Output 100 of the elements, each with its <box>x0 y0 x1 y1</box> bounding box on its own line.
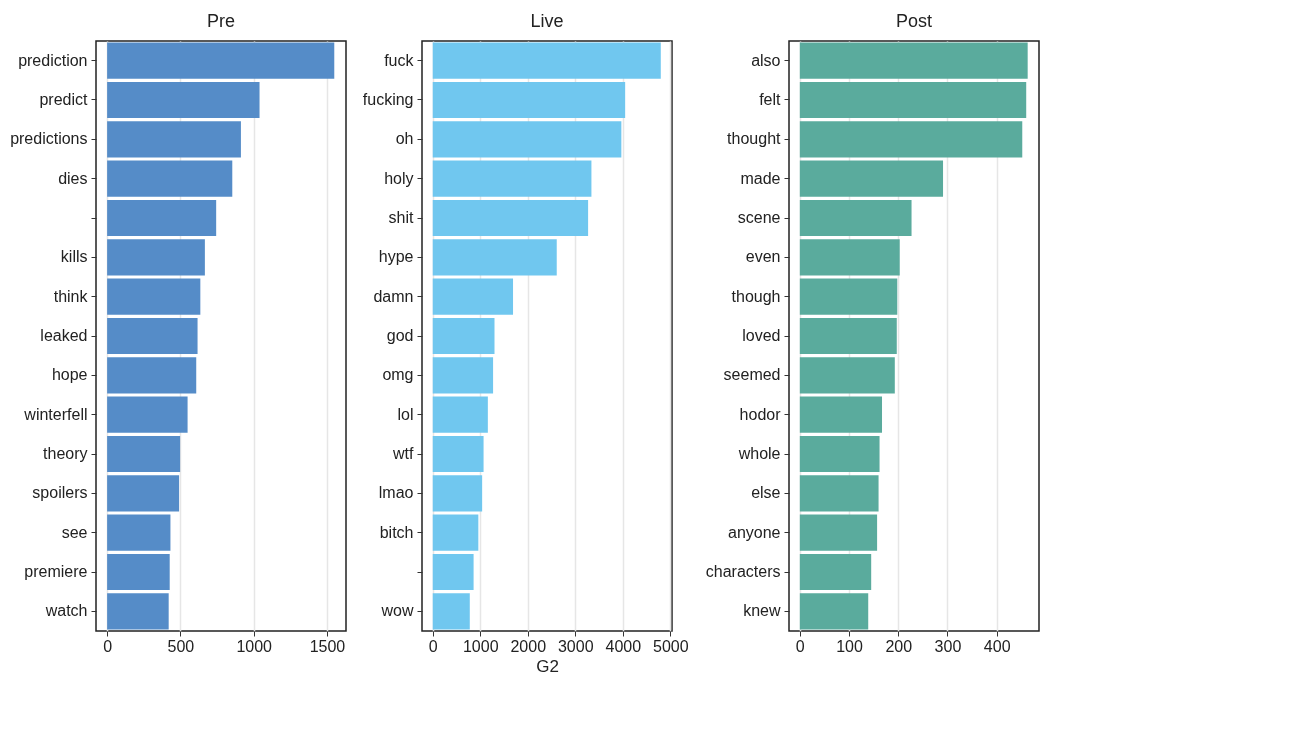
y-tick-label: predict <box>39 91 89 108</box>
y-tick-label: shit <box>388 209 415 226</box>
y-tick-label: lmao <box>378 484 414 502</box>
y-tick-label: wow <box>380 602 414 620</box>
y-tick-label: loved <box>742 327 781 344</box>
x-axis-title: G2 <box>536 656 559 676</box>
bar <box>107 160 233 197</box>
y-tick-label: else <box>751 484 781 502</box>
bar <box>432 475 483 512</box>
bar <box>432 553 474 591</box>
bar <box>799 42 1028 79</box>
bar <box>107 475 180 512</box>
bar <box>107 553 170 591</box>
y-tick-label: made <box>740 169 781 187</box>
bar <box>799 121 1023 158</box>
y-tick-label: hodor <box>739 405 782 423</box>
bar <box>107 396 188 433</box>
bar <box>432 278 514 315</box>
x-tick-label: 0 <box>428 637 438 655</box>
x-tick-label: 400 <box>983 637 1011 655</box>
bar <box>107 593 169 630</box>
y-tick-label: though <box>731 287 781 305</box>
y-tick-label: theory <box>43 445 88 462</box>
chart-title: Post <box>895 11 933 31</box>
bar <box>107 357 197 394</box>
y-tick-label: spoilers <box>32 484 88 502</box>
y-tick-label: winterfell <box>23 405 88 423</box>
y-tick-label: leaked <box>40 327 88 344</box>
x-tick-label: 5000 <box>652 637 689 655</box>
bar <box>107 81 260 119</box>
bar <box>107 239 205 276</box>
y-tick-label: kills <box>60 248 88 266</box>
y-tick-label: felt <box>759 91 782 108</box>
bar <box>799 435 880 473</box>
y-tick-label: watch <box>44 602 88 620</box>
y-tick-label: think <box>53 287 89 305</box>
bar <box>432 199 589 237</box>
y-tick-label: hype <box>378 248 414 266</box>
y-tick-label: whole <box>737 445 781 462</box>
bar <box>107 278 201 315</box>
bar <box>432 81 626 119</box>
y-tick-label: holy <box>384 169 414 187</box>
x-tick-label: 500 <box>167 637 195 655</box>
y-tick-label: see <box>61 523 88 541</box>
x-tick-label: 0 <box>795 637 805 655</box>
y-tick-label: characters <box>705 563 781 580</box>
y-tick-label: anyone <box>728 523 781 541</box>
chart-title: Live <box>530 11 564 31</box>
bar <box>799 396 883 433</box>
x-tick-label: 3000 <box>557 637 594 655</box>
x-tick-label: 0 <box>103 637 113 655</box>
x-tick-label: 300 <box>934 637 962 655</box>
chart-title: Pre <box>206 11 236 31</box>
y-tick-label: omg <box>382 366 414 384</box>
x-tick-label: 1500 <box>309 637 346 655</box>
bar <box>432 593 470 630</box>
x-tick-label: 200 <box>885 637 913 655</box>
x-tick-label: 100 <box>836 637 863 655</box>
y-tick-label: lol <box>397 405 414 423</box>
y-tick-label: oh <box>395 130 414 148</box>
bar <box>107 199 217 237</box>
y-tick-label: fuck <box>384 51 415 69</box>
x-tick-label: 2000 <box>510 637 547 655</box>
y-tick-label: bitch <box>379 523 414 541</box>
y-tick-label: dies <box>58 169 88 187</box>
x-tick-label: 1000 <box>236 637 273 655</box>
y-tick-label: hope <box>51 366 88 384</box>
y-tick-label: wtf <box>392 445 415 462</box>
bar <box>799 239 900 276</box>
bar <box>432 514 479 551</box>
bar <box>799 357 895 394</box>
bar <box>432 121 622 158</box>
y-tick-label: scene <box>737 209 781 226</box>
y-tick-label: damn <box>373 287 414 305</box>
bar <box>107 317 198 355</box>
bar <box>799 514 878 551</box>
bar <box>799 160 944 197</box>
bar <box>799 199 912 237</box>
y-tick-label: prediction <box>18 51 88 69</box>
y-tick-label: seemed <box>723 366 781 384</box>
bar <box>432 357 494 394</box>
bar <box>432 435 484 473</box>
bar <box>799 593 869 630</box>
y-tick-label: god <box>386 327 414 344</box>
bar <box>107 514 171 551</box>
bar <box>799 278 898 315</box>
x-tick-label: 4000 <box>605 637 642 655</box>
bar <box>799 81 1027 119</box>
bar <box>799 317 897 355</box>
bar <box>799 553 872 591</box>
y-tick-label: predictions <box>10 130 88 148</box>
bar <box>799 475 879 512</box>
bar <box>432 160 592 197</box>
y-tick-label: premiere <box>24 563 88 580</box>
bar <box>107 121 241 158</box>
bar <box>432 317 495 355</box>
y-tick-label: also <box>751 51 781 69</box>
y-tick-label: knew <box>743 602 781 620</box>
y-tick-label: even <box>745 248 781 266</box>
bar <box>432 42 661 79</box>
